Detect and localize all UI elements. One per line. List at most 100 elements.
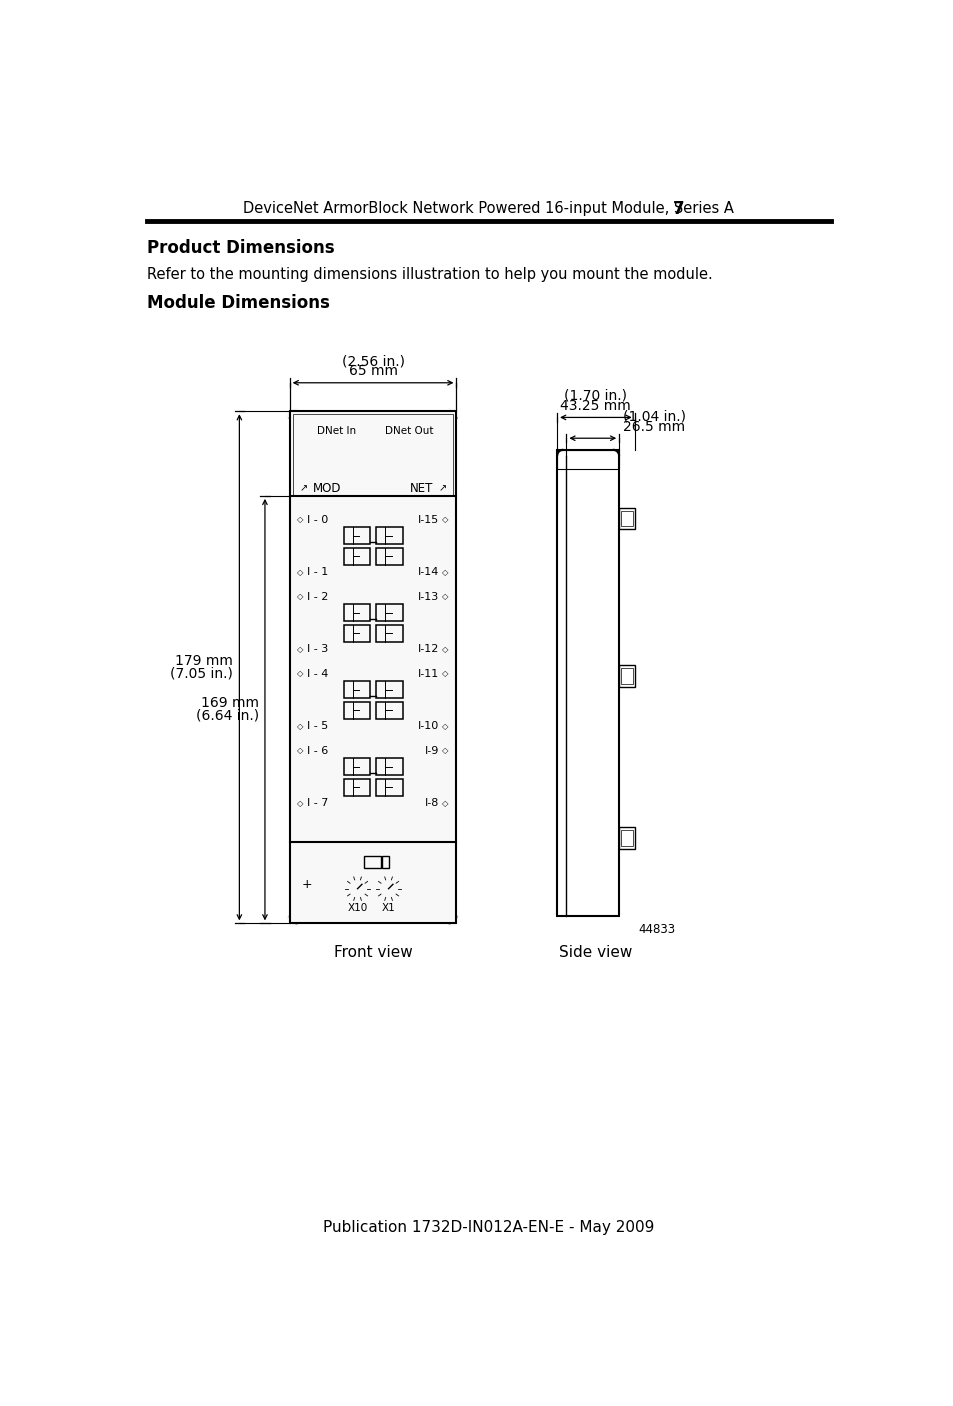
Bar (375, 779, 402, 796)
Circle shape (411, 620, 415, 623)
Circle shape (316, 768, 336, 787)
Circle shape (331, 773, 335, 776)
Text: X1: X1 (381, 903, 395, 912)
Circle shape (417, 538, 420, 541)
Bar (343, 758, 370, 775)
Text: DeviceNet ArmorBlock Network Powered 16-input Module, Series A: DeviceNet ArmorBlock Network Powered 16-… (243, 201, 734, 217)
Circle shape (319, 543, 322, 546)
Circle shape (319, 696, 322, 700)
Bar (363, 856, 380, 868)
Circle shape (329, 703, 332, 707)
Bar (375, 702, 402, 718)
Circle shape (355, 886, 359, 891)
Bar (343, 548, 370, 565)
Circle shape (316, 536, 336, 555)
Circle shape (325, 538, 329, 541)
Text: I - 6: I - 6 (307, 745, 328, 756)
Bar (375, 681, 402, 699)
Bar (375, 527, 402, 544)
Bar (620, 668, 633, 683)
Text: ◇: ◇ (442, 747, 448, 755)
Text: ◇: ◇ (297, 645, 304, 654)
Circle shape (423, 620, 426, 623)
Text: (1.70 in.): (1.70 in.) (564, 389, 627, 402)
Bar (375, 605, 402, 621)
Text: I - 1: I - 1 (307, 567, 328, 578)
Circle shape (400, 453, 405, 457)
Text: ◇: ◇ (297, 568, 304, 576)
Bar (618, 827, 634, 849)
Text: ◇: ◇ (442, 799, 448, 807)
Text: ◇: ◇ (442, 568, 448, 576)
Text: ◇: ◇ (297, 747, 304, 755)
Circle shape (414, 780, 416, 783)
Text: 169 mm: 169 mm (200, 696, 258, 710)
Circle shape (386, 886, 391, 891)
Bar (291, 543, 294, 550)
Text: Refer to the mounting dimensions illustration to help you mount the module.: Refer to the mounting dimensions illustr… (147, 267, 712, 283)
Circle shape (316, 690, 336, 710)
Circle shape (341, 453, 345, 457)
Text: I - 4: I - 4 (307, 669, 328, 679)
Circle shape (331, 696, 335, 700)
Text: 179 mm: 179 mm (175, 654, 233, 668)
Circle shape (403, 461, 407, 465)
Circle shape (325, 769, 329, 772)
Circle shape (409, 768, 429, 787)
Text: 65 mm: 65 mm (348, 364, 397, 378)
Circle shape (414, 703, 416, 707)
Circle shape (423, 543, 426, 546)
Circle shape (420, 550, 424, 553)
Circle shape (319, 620, 322, 623)
Circle shape (423, 773, 426, 776)
Bar (557, 450, 618, 915)
Circle shape (411, 696, 415, 700)
Circle shape (321, 703, 325, 707)
Circle shape (330, 461, 334, 465)
Text: ◇: ◇ (297, 799, 304, 807)
Text: 7: 7 (673, 200, 684, 218)
Bar (618, 665, 634, 688)
Text: I - 5: I - 5 (307, 721, 328, 731)
Text: X10: X10 (347, 903, 367, 912)
Circle shape (325, 692, 329, 696)
Text: ◇: ◇ (442, 645, 448, 654)
Bar (382, 856, 388, 868)
Text: ◇: ◇ (297, 669, 304, 678)
Circle shape (328, 453, 332, 457)
Text: MOD: MOD (313, 482, 341, 495)
Circle shape (329, 780, 332, 783)
Circle shape (329, 626, 332, 630)
Circle shape (412, 461, 416, 465)
Text: NET: NET (410, 482, 433, 495)
Text: (2.56 in.): (2.56 in.) (341, 354, 404, 368)
Circle shape (409, 613, 429, 633)
Text: +: + (301, 879, 312, 891)
Circle shape (325, 616, 329, 619)
Text: ◇: ◇ (442, 669, 448, 678)
Text: DNet Out: DNet Out (385, 426, 434, 436)
Bar (343, 605, 370, 621)
Text: ◇: ◇ (442, 516, 448, 524)
Circle shape (331, 620, 335, 623)
Text: I-10: I-10 (417, 721, 439, 731)
Text: (1.04 in.): (1.04 in.) (622, 409, 685, 423)
Bar (343, 702, 370, 718)
Circle shape (321, 626, 325, 630)
Text: DNet In: DNet In (316, 426, 355, 436)
Text: Module Dimensions: Module Dimensions (147, 294, 330, 312)
Text: ↗: ↗ (437, 484, 446, 494)
Text: Product Dimensions: Product Dimensions (147, 239, 335, 257)
Circle shape (409, 536, 429, 555)
Bar (290, 412, 456, 924)
Circle shape (319, 773, 322, 776)
Text: I-15: I-15 (417, 515, 439, 524)
Circle shape (407, 449, 412, 453)
Text: ◇: ◇ (297, 516, 304, 524)
Text: (6.64 in.): (6.64 in.) (195, 709, 258, 723)
Bar (291, 773, 294, 780)
Circle shape (321, 780, 325, 783)
Circle shape (411, 773, 415, 776)
Text: ↗: ↗ (299, 484, 308, 494)
Bar (343, 624, 370, 643)
